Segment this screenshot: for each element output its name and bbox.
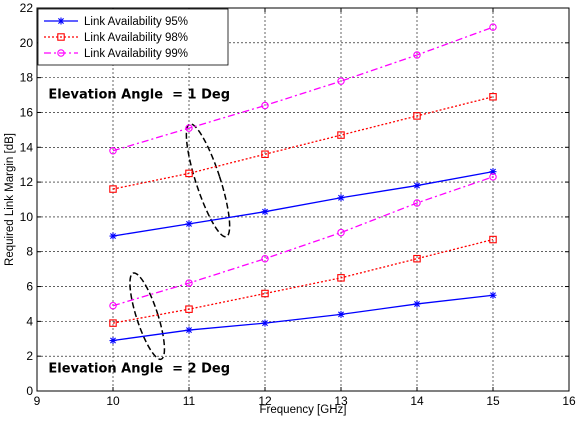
x-tick-label: 16 [562, 394, 576, 408]
x-tick-label: 11 [183, 394, 196, 408]
series-line [112, 294, 494, 342]
grouping-ellipse [129, 272, 166, 361]
data-point-circle [261, 101, 269, 110]
data-point-square [489, 235, 497, 244]
data-point-square [261, 150, 269, 158]
y-tick-label: 22 [20, 1, 34, 15]
y-tick-label: 12 [20, 175, 34, 189]
data-point-circle [185, 279, 193, 287]
series-group [109, 23, 497, 345]
plot-frame [36, 7, 570, 392]
grouping-ellipses [129, 123, 231, 361]
y-tick-label: 16 [20, 105, 34, 119]
data-point-square [413, 254, 421, 263]
data-point-circle [109, 301, 117, 310]
data-point-square [185, 169, 193, 178]
data-point-square [337, 274, 345, 282]
data-point-square [57, 33, 65, 41]
legend: Link Availability 95% Link Availability 9… [37, 8, 229, 66]
grouping-ellipse [185, 123, 231, 238]
series-1 [109, 93, 497, 193]
x-tick-label: 14 [410, 394, 424, 408]
series-0 [109, 168, 497, 240]
data-point-star [261, 319, 269, 327]
data-point-circle [261, 254, 269, 263]
y-tick-label: 14 [20, 140, 34, 154]
series-5 [109, 173, 497, 310]
y-tick-label: 20 [20, 36, 34, 50]
series-line [112, 238, 494, 324]
data-point-circle [489, 173, 497, 181]
data-point-star [185, 326, 193, 334]
data-point-star [57, 17, 65, 25]
data-point-star [185, 220, 193, 228]
data-point-square [489, 93, 497, 101]
annotation-elevation-1-deg: Elevation Angle = 1 Deg [48, 88, 230, 103]
data-point-circle [109, 147, 117, 155]
series-line [112, 176, 494, 307]
x-axis-label: Frequency [GHz] [260, 404, 347, 416]
x-tick-label: 9 [34, 394, 41, 408]
data-point-square [261, 289, 269, 298]
data-point-circle [185, 124, 193, 132]
data-point-square [185, 305, 193, 313]
annotation-elevation-2-deg: Elevation Angle = 2 Deg [48, 362, 230, 377]
data-point-circle [489, 23, 497, 31]
y-tick-label: 8 [26, 245, 33, 259]
legend-label: Link Availability 98% [84, 32, 188, 44]
data-point-circle [337, 228, 345, 237]
x-tick-label: 12 [258, 394, 272, 408]
y-axis-label: Required Link Margin [dB] [4, 133, 16, 266]
data-point-circle [413, 199, 421, 207]
y-tick-label: 2 [26, 349, 33, 363]
legend-label: Link Availability 95% [84, 16, 188, 28]
data-point-star [337, 310, 345, 318]
data-point-square [109, 319, 117, 327]
data-point-star [109, 232, 117, 240]
data-point-star [261, 208, 269, 216]
data-point-star [109, 337, 117, 345]
data-point-square [337, 131, 345, 139]
y-tick-label: 10 [20, 210, 34, 224]
data-point-square [413, 112, 421, 120]
series-line [112, 96, 494, 190]
series-2 [109, 23, 497, 155]
data-point-star [489, 291, 497, 299]
legend-label: Link Availability 99% [84, 48, 188, 60]
axis-ticks: 9 10 11 12 13 14 15 16 0 2 4 6 8 10 12 14 16 18 20 22 [20, 1, 576, 408]
data-point-circle [337, 77, 345, 85]
x-tick-label: 15 [486, 394, 500, 408]
data-point-square [109, 185, 117, 193]
y-tick-label: 0 [26, 384, 33, 398]
data-point-star [337, 194, 345, 202]
grid [37, 8, 569, 391]
series-3 [109, 291, 497, 345]
data-point-star [413, 300, 421, 308]
data-point-circle [413, 51, 421, 59]
series-4 [109, 235, 497, 327]
data-point-circle [57, 49, 65, 57]
y-tick-label: 6 [26, 280, 33, 294]
x-tick-label: 10 [106, 394, 120, 408]
x-tick-label: 13 [334, 394, 348, 408]
series-line [112, 171, 494, 237]
y-tick-label: 4 [26, 314, 33, 328]
series-line [112, 26, 494, 152]
data-point-star [489, 168, 497, 176]
y-tick-label: 18 [20, 71, 34, 85]
data-point-star [413, 182, 421, 190]
